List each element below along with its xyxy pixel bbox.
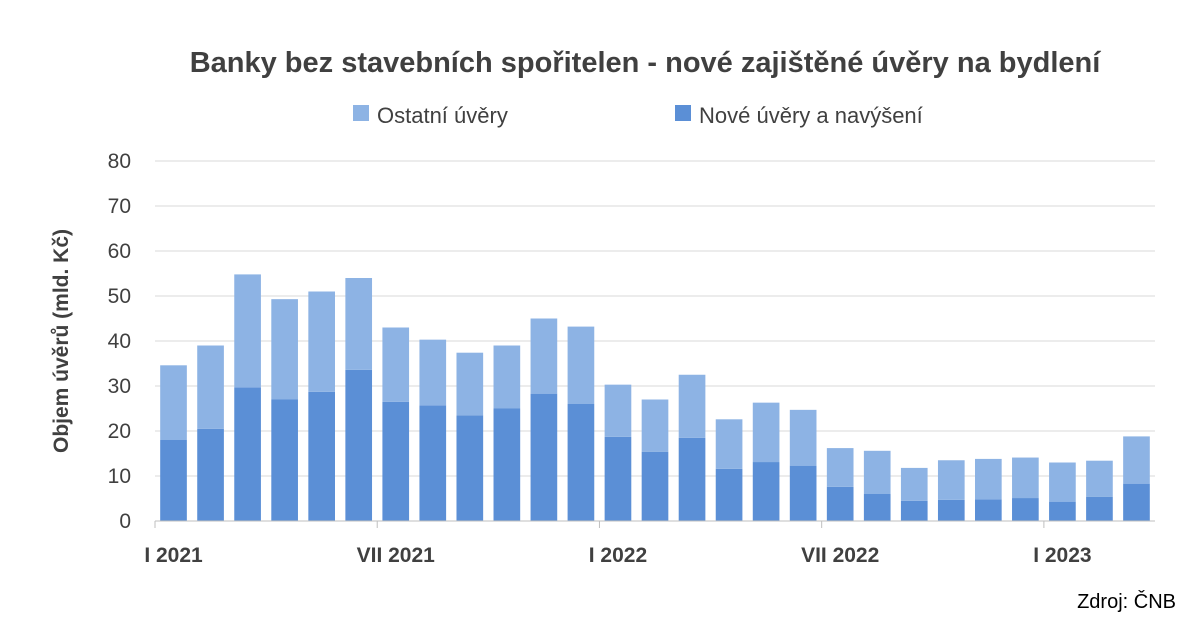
bar-nove-uvery [1123, 483, 1150, 521]
bar-nove-uvery [975, 499, 1002, 521]
y-tick-label: 80 [108, 150, 131, 173]
bar-ostatni-uvery [271, 299, 298, 400]
bar-ostatni-uvery [345, 278, 373, 370]
bar-ostatni-uvery [1123, 436, 1150, 484]
bar-nove-uvery [456, 415, 484, 521]
y-tick-label: 20 [108, 420, 131, 443]
bar-nove-uvery [1012, 498, 1039, 521]
legend-swatch-nove-uvery [675, 105, 691, 121]
bar-ostatni-uvery [382, 327, 410, 402]
y-tick-label: 60 [108, 240, 131, 263]
legend-label-nove-uvery: Nové úvěry a navýšení [699, 103, 923, 128]
x-tick-label: I 2021 [144, 544, 203, 567]
bar-nove-uvery [1049, 501, 1076, 521]
bar-ostatni-uvery [530, 318, 558, 394]
y-tick-label: 10 [108, 465, 131, 488]
bar-ostatni-uvery [715, 419, 743, 469]
bar-ostatni-uvery [789, 409, 817, 466]
bar-nove-uvery [826, 486, 854, 521]
bar-ostatni-uvery [900, 467, 928, 501]
legend-label-ostatni-uvery: Ostatní úvěry [377, 103, 508, 128]
bar-nove-uvery [937, 499, 965, 521]
legend: Ostatní úvěry Nové úvěry a navýšení [353, 103, 923, 128]
bar-nove-uvery [234, 387, 261, 521]
bar-nove-uvery [345, 369, 373, 521]
bar-ostatni-uvery [975, 458, 1002, 500]
bar-ostatni-uvery [641, 399, 669, 452]
y-axis-label: Objem úvěrů (mld. Kč) [50, 229, 73, 453]
bar-ostatni-uvery [493, 345, 521, 409]
y-tick-labels: 0 10 20 30 40 50 60 70 80 [108, 150, 131, 533]
x-tick-label: VII 2022 [801, 544, 879, 567]
y-tick-label: 50 [108, 285, 131, 308]
bar-nove-uvery [197, 428, 224, 521]
bar-nove-uvery [1086, 496, 1113, 521]
bar-ostatni-uvery [1086, 460, 1113, 497]
bar-nove-uvery [530, 393, 558, 521]
bar-nove-uvery [271, 399, 298, 521]
bar-nove-uvery [900, 500, 928, 521]
bar-nove-uvery [567, 404, 595, 521]
bar-nove-uvery [160, 440, 187, 521]
bar-ostatni-uvery [234, 274, 261, 388]
bar-ostatni-uvery [160, 365, 187, 440]
y-tick-label: 40 [108, 330, 131, 353]
x-tick-label: VII 2021 [357, 544, 436, 567]
bar-ostatni-uvery [456, 352, 484, 416]
y-tick-label: 70 [108, 195, 131, 218]
x-axis: I 2021 VII 2021 I 2022 VII 2022 I 2023 [144, 520, 1155, 567]
bar-nove-uvery [863, 494, 891, 521]
legend-swatch-ostatni-uvery [353, 105, 369, 121]
bar-ostatni-uvery [937, 460, 965, 500]
bar-nove-uvery [715, 468, 743, 521]
bar-nove-uvery [604, 436, 632, 521]
bar-ostatni-uvery [678, 374, 706, 438]
y-tick-label: 0 [119, 510, 131, 533]
bars [160, 274, 1150, 521]
source-note: Zdroj: ČNB [1077, 590, 1176, 613]
chart-title: Banky bez stavebních spořitelen - nové z… [190, 47, 1102, 79]
y-tick-label: 30 [108, 375, 131, 398]
bar-nove-uvery [789, 465, 817, 521]
bar-nove-uvery [382, 401, 410, 521]
bar-nove-uvery [752, 462, 780, 521]
bar-ostatni-uvery [308, 291, 335, 392]
bar-nove-uvery [308, 391, 335, 521]
bar-nove-uvery [641, 451, 669, 521]
bar-ostatni-uvery [567, 326, 595, 404]
bar-ostatni-uvery [197, 345, 224, 429]
bar-ostatni-uvery [419, 339, 447, 406]
bar-ostatni-uvery [752, 402, 780, 463]
bar-ostatni-uvery [1049, 462, 1076, 502]
bar-ostatni-uvery [826, 448, 854, 487]
bar-nove-uvery [493, 408, 521, 521]
bar-ostatni-uvery [1012, 457, 1039, 499]
x-tick-label: I 2022 [589, 544, 647, 567]
bar-ostatni-uvery [863, 450, 891, 494]
bar-nove-uvery [419, 405, 447, 521]
bar-nove-uvery [678, 437, 706, 521]
bar-ostatni-uvery [604, 384, 632, 437]
x-tick-label: I 2023 [1033, 544, 1091, 567]
